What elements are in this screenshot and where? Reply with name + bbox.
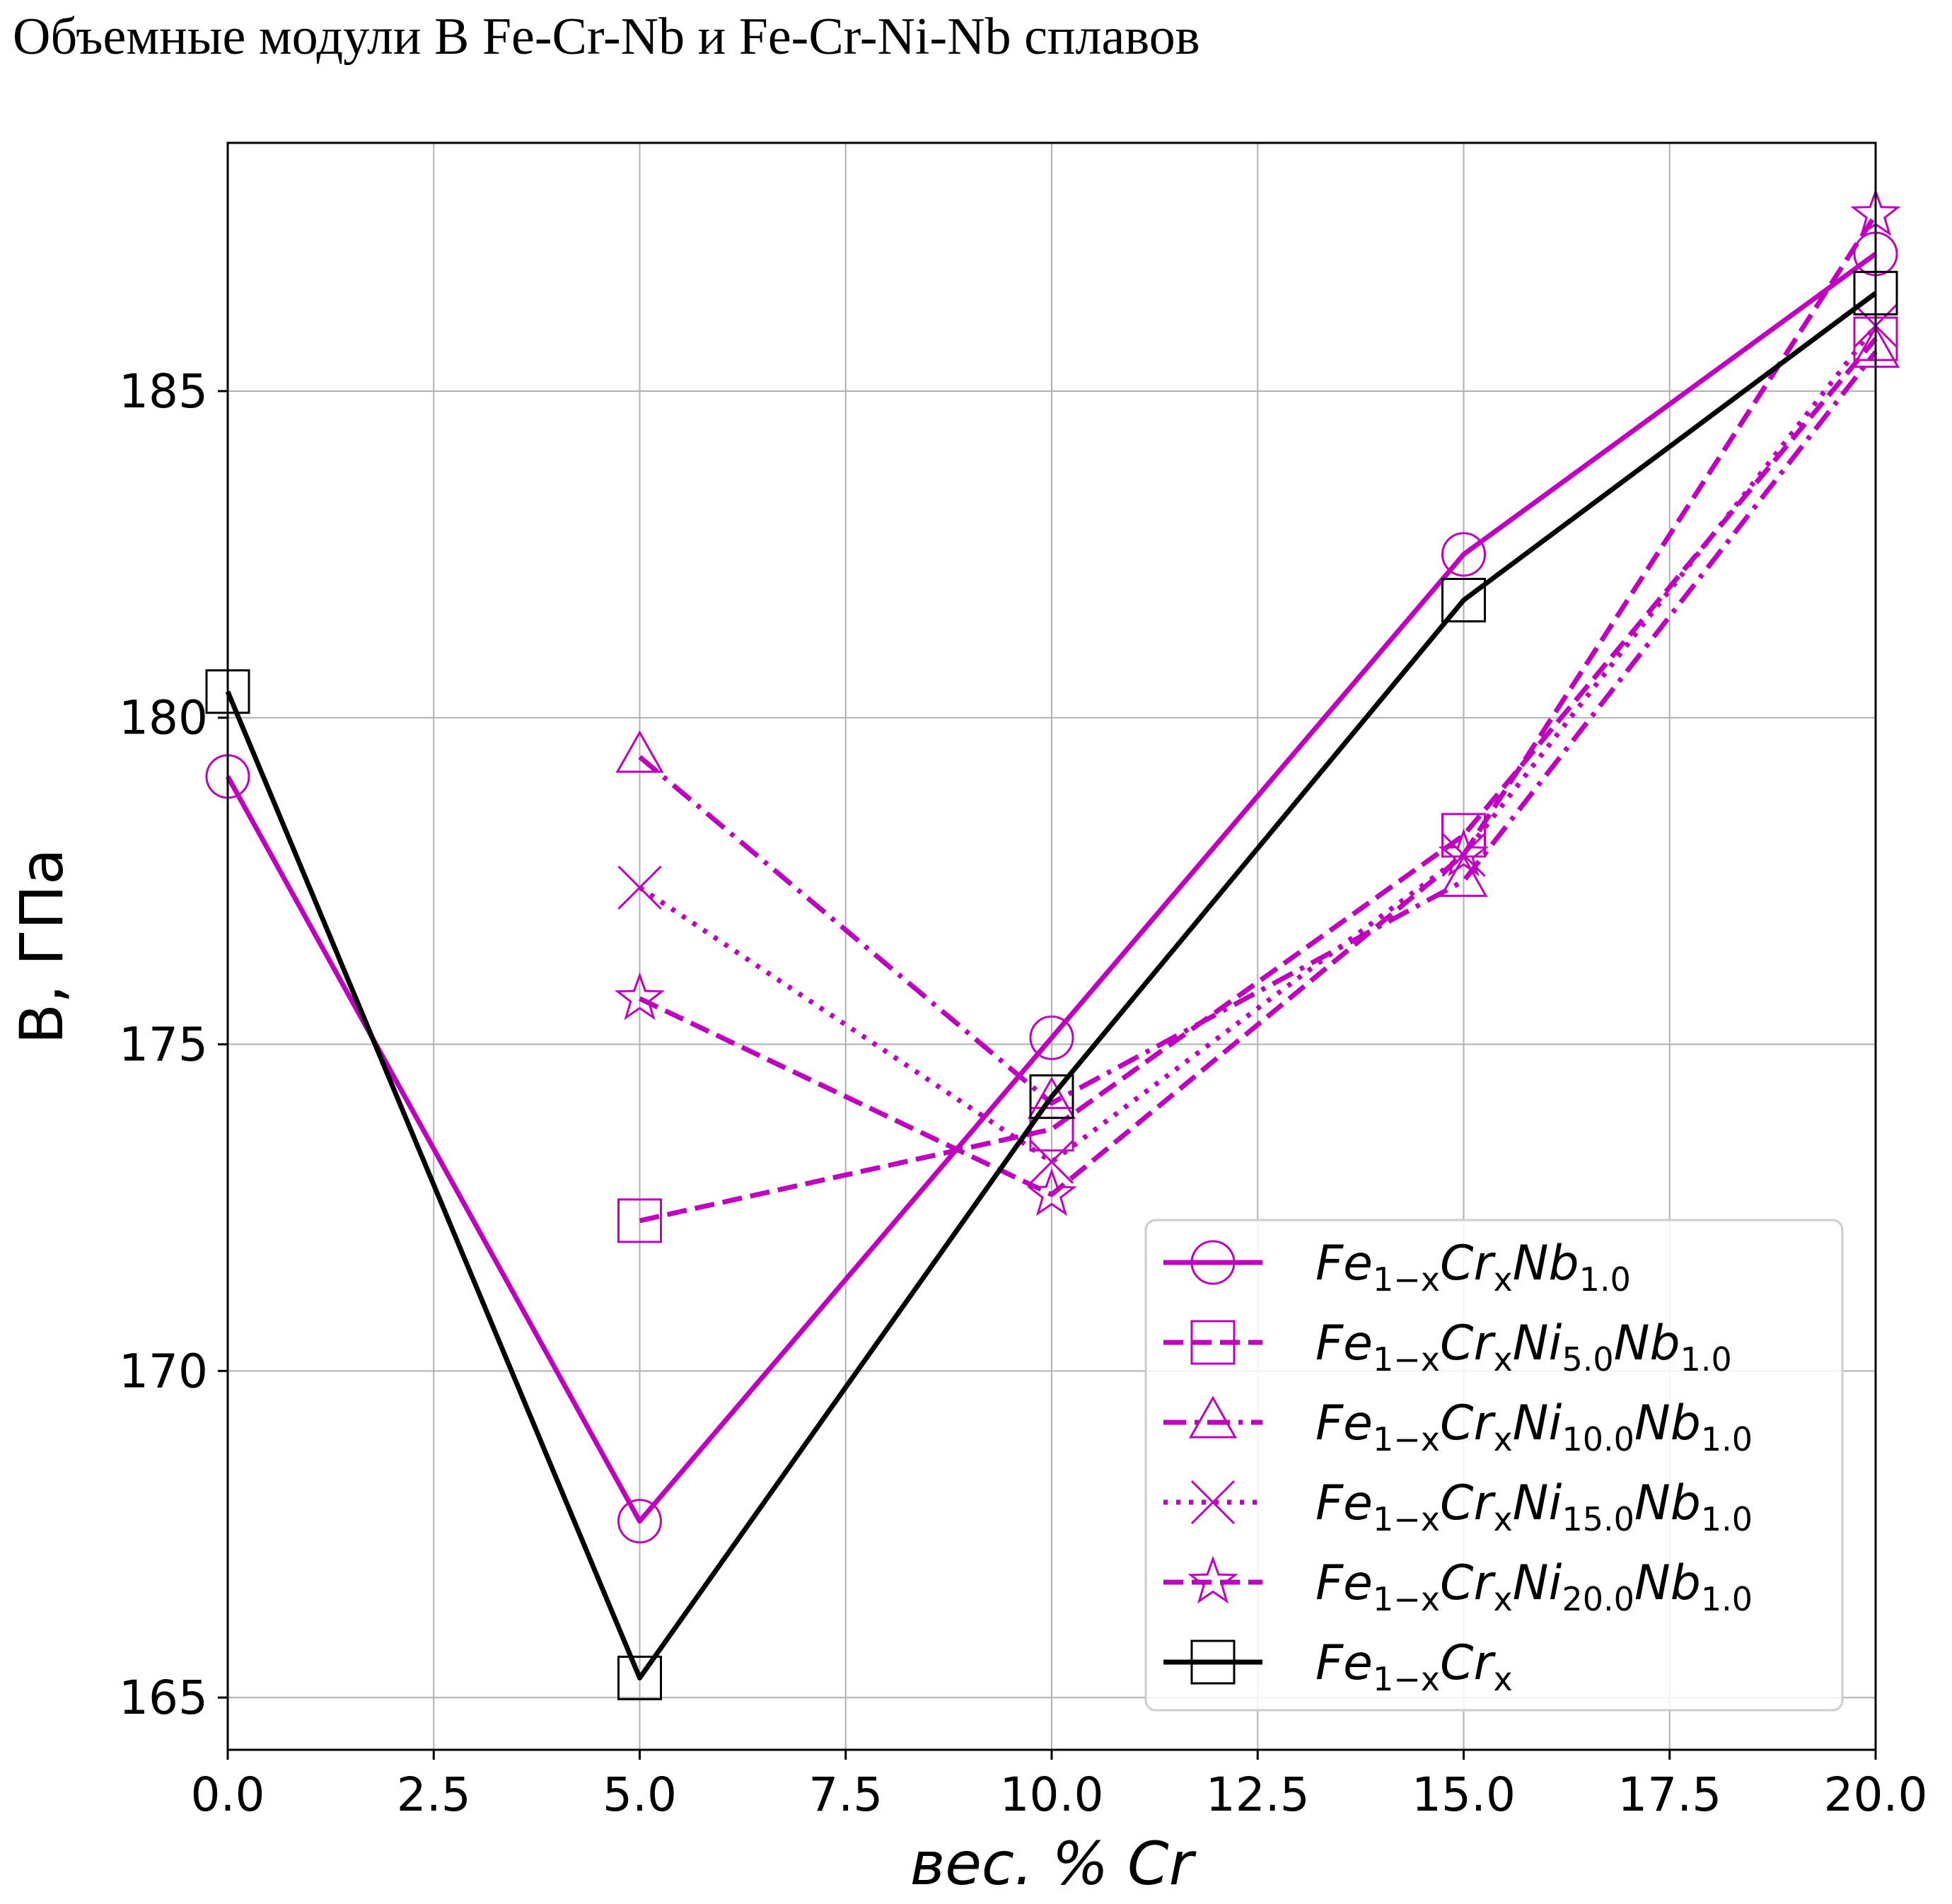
data-point (1441, 532, 1486, 577)
data-point (1029, 1015, 1074, 1060)
y-tick-label: 175 (119, 1018, 208, 1072)
legend-label: Fe1−xCrxNi5.0Nb1.0 (1315, 1316, 1732, 1378)
legend-marker (1188, 1395, 1238, 1439)
series-3 (617, 303, 1898, 1184)
legend-label-part: 1−x (1373, 1500, 1440, 1538)
legend-label-part: Ni (1513, 1395, 1562, 1451)
x-tick-label: 0.0 (191, 1767, 265, 1822)
legend: Fe1−xCrxNb1.0Fe1−xCrxNi5.0Nb1.0Fe1−xCrxN… (1144, 1219, 1844, 1712)
axis-ticks: 0.0 2.5 5.0 7.5 10.0 12.5 15.0 17.5 20.0 165 170 17… (119, 364, 1927, 1822)
legend-label-part: Fe (1315, 1236, 1373, 1291)
y-tick-label: 170 (119, 1344, 208, 1398)
x-axis-label: вес. % Cr (910, 1829, 1197, 1898)
legend-label-part: Ni (1513, 1475, 1562, 1531)
data-point (615, 730, 664, 773)
legend-label-part: 1−x (1373, 1580, 1440, 1618)
legend-label-part: Ni (1513, 1555, 1562, 1611)
legend-label-part: x (1493, 1340, 1512, 1378)
legend-label-part: Cr (1440, 1236, 1496, 1291)
legend-label-part: Fe (1315, 1316, 1373, 1371)
legend-label: Fe1−xCrxNi20.0Nb1.0 (1315, 1555, 1753, 1618)
x-tick-label: 2.5 (397, 1767, 471, 1822)
data-point (617, 1499, 662, 1544)
legend-label-part: Cr (1440, 1316, 1496, 1371)
series-line (639, 337, 1878, 1224)
legend-label-part: 10.0 (1562, 1420, 1634, 1458)
legend-label-part: 1.0 (1579, 1260, 1631, 1299)
legend-label-part: Fe (1315, 1475, 1373, 1531)
data-point (617, 1655, 662, 1700)
legend-marker (1190, 1320, 1236, 1365)
data-point (1441, 578, 1486, 623)
x-tick-label: 12.5 (1206, 1767, 1310, 1822)
legend-label-part: x (1493, 1500, 1512, 1538)
series-line (638, 213, 1878, 1197)
legend-label-part: Nb (1614, 1316, 1680, 1371)
data-point (614, 972, 666, 1021)
series-line (638, 324, 1878, 1165)
legend-label-part: 15.0 (1562, 1500, 1634, 1538)
y-axis-label: B, ГПа (7, 849, 76, 1045)
legend-marker (1190, 1480, 1236, 1525)
legend-marker (1190, 1639, 1236, 1685)
data-point (617, 865, 662, 910)
x-tick-label: 20.0 (1824, 1767, 1928, 1822)
legend-label-part: 5.0 (1562, 1340, 1613, 1378)
legend-label-part: 1−x (1373, 1260, 1440, 1299)
y-tick-label: 185 (119, 364, 208, 419)
legend-label-part: Ni (1513, 1316, 1562, 1371)
data-point (1439, 854, 1488, 898)
legend-label-part: 20.0 (1562, 1580, 1634, 1618)
data-point (617, 1198, 662, 1243)
legend-label-part: 1.0 (1701, 1580, 1753, 1618)
legend-label-part: Cr (1440, 1475, 1496, 1531)
legend-label-part: Nb (1513, 1236, 1579, 1291)
x-tick-label: 10.0 (1000, 1767, 1104, 1822)
legend-label-part: x (1493, 1660, 1512, 1698)
legend-label-part: Cr (1440, 1555, 1496, 1611)
legend-label-part: Fe (1315, 1555, 1373, 1611)
x-tick-label: 5.0 (603, 1767, 677, 1822)
series-line (225, 252, 1878, 1524)
legend-label-part: Fe (1315, 1395, 1373, 1451)
data-point (1026, 1168, 1077, 1217)
legend-label: Fe1−xCrxNb1.0 (1315, 1236, 1631, 1299)
legend-label-part: x (1493, 1260, 1512, 1299)
legend-label-part: 1.0 (1701, 1420, 1753, 1458)
legend-label-part: Fe (1315, 1635, 1373, 1691)
legend-label-part: 1.0 (1680, 1340, 1732, 1378)
series-line (638, 350, 1878, 1106)
series-line (225, 291, 1878, 1680)
chart-title: Объемные модули B Fe-Cr-Nb и Fe-Cr-Ni-Nb… (13, 8, 1200, 66)
series-4 (614, 188, 1901, 1217)
legend-label-part: Cr (1440, 1395, 1496, 1451)
legend-marker (1190, 1240, 1236, 1285)
legend-label-part: Nb (1634, 1475, 1701, 1531)
legend-label-part: Nb (1634, 1555, 1701, 1611)
legend-label-part: x (1493, 1420, 1512, 1458)
legend-label-part: Cr (1440, 1635, 1496, 1691)
legend-label: Fe1−xCrxNi10.0Nb1.0 (1315, 1395, 1753, 1458)
data-point (1438, 828, 1489, 876)
legend-label-part: x (1493, 1580, 1512, 1618)
legend-label-part: 1.0 (1701, 1500, 1753, 1538)
x-tick-label: 7.5 (808, 1767, 883, 1822)
data-point (1029, 1139, 1074, 1184)
y-tick-label: 165 (119, 1671, 208, 1725)
legend-label-part: 1−x (1373, 1420, 1440, 1458)
legend-label: Fe1−xCrx (1315, 1635, 1513, 1698)
legend-label-part: Nb (1634, 1395, 1701, 1451)
x-tick-label: 17.5 (1617, 1767, 1721, 1822)
legend-label-part: 1−x (1373, 1660, 1440, 1698)
x-tick-label: 15.0 (1412, 1767, 1516, 1822)
legend-box (1144, 1219, 1844, 1712)
legend-marker (1187, 1555, 1238, 1604)
legend-label: Fe1−xCrxNi15.0Nb1.0 (1315, 1475, 1753, 1538)
series-layer (205, 188, 1901, 1700)
legend-label-part: 1−x (1373, 1340, 1440, 1378)
data-point (1029, 1074, 1074, 1119)
y-tick-label: 180 (119, 691, 208, 745)
